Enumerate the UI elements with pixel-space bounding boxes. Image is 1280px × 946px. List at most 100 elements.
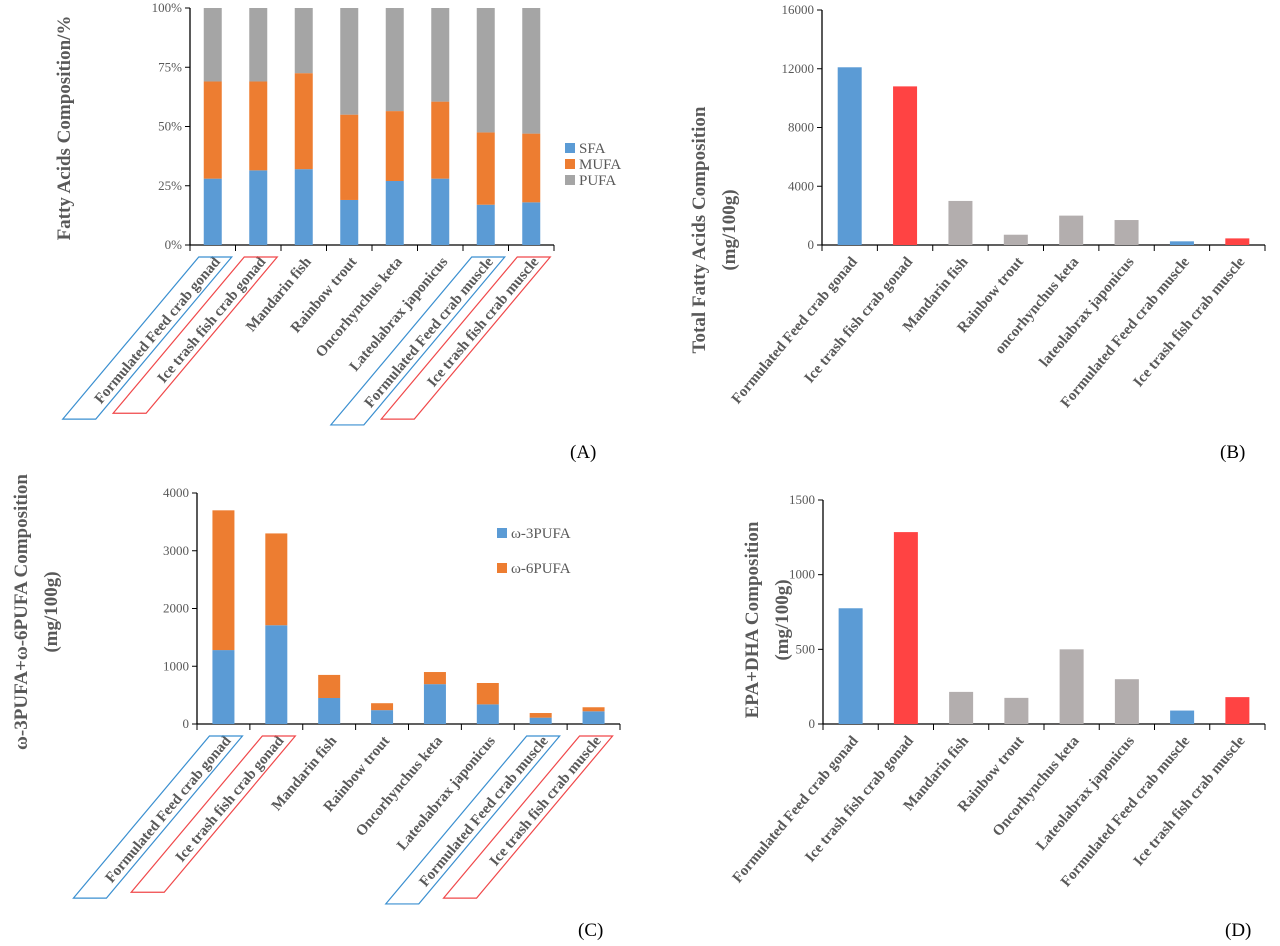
y-tick-label: 1500 xyxy=(789,492,815,507)
bar-sfa xyxy=(249,170,268,245)
bar-mufa xyxy=(431,101,450,179)
bar-value xyxy=(893,86,918,245)
y-tick-label: 0 xyxy=(808,237,815,252)
panel-label: (B) xyxy=(1220,442,1245,463)
bar--6pufa xyxy=(265,533,288,626)
y-tick-label: 12000 xyxy=(782,61,815,76)
panel-label: (A) xyxy=(570,442,596,463)
bar-value xyxy=(1170,710,1195,724)
bar-sfa xyxy=(294,169,313,245)
y-tick-label: 8000 xyxy=(788,120,814,135)
bar--3pufa xyxy=(423,684,446,724)
y-tick-label: 500 xyxy=(796,641,816,656)
bar--6pufa xyxy=(371,703,394,711)
y-tick-label: 2000 xyxy=(163,601,189,616)
bar--6pufa xyxy=(476,682,499,705)
legend-label: ω-3PUFA xyxy=(511,526,571,542)
bar-mufa xyxy=(385,111,404,182)
bar-value xyxy=(1225,238,1250,245)
panel-label: (D) xyxy=(1225,920,1251,941)
bar-pufa xyxy=(385,8,404,112)
y-tick-label: 3000 xyxy=(163,543,189,558)
bar-pufa xyxy=(249,8,268,82)
bar-mufa xyxy=(476,132,495,205)
bar-value xyxy=(1169,241,1194,245)
bar-pufa xyxy=(476,8,495,133)
y-tick-label: 75% xyxy=(158,59,182,74)
bar--3pufa xyxy=(318,698,341,724)
y-axis-title: Fatty Acids Composition/% xyxy=(54,16,75,241)
bar-sfa xyxy=(522,202,541,245)
y-tick-label: 0 xyxy=(183,716,190,731)
bar--3pufa xyxy=(212,650,235,724)
x-category-label: Lateolabrax japonicus xyxy=(1033,733,1138,854)
y-tick-label: 1000 xyxy=(163,658,189,673)
bar-sfa xyxy=(340,199,359,245)
highlight-label-box xyxy=(442,735,614,899)
legend-label: ω-6PUFA xyxy=(511,561,571,577)
bar-mufa xyxy=(249,81,268,171)
highlight-label-box xyxy=(379,256,552,420)
y-tick-label: 50% xyxy=(158,119,182,134)
x-category-label: Ice trash fish crab muscle xyxy=(1131,733,1249,869)
bar-value xyxy=(1059,215,1084,245)
highlight-label-box xyxy=(111,256,279,414)
x-category-label: Ice trash fish crab gonad xyxy=(802,254,917,387)
panel-label: (C) xyxy=(578,920,603,941)
legend-label: SFA xyxy=(579,141,606,157)
y-axis-title: (mg/100g) xyxy=(772,579,793,660)
bar-value xyxy=(948,200,973,245)
chart-panel-a: 0%25%50%75%100%Formulated Feed crab gona… xyxy=(54,0,621,463)
bar-mufa xyxy=(294,73,313,170)
y-tick-label: 4000 xyxy=(788,178,814,193)
bar-value xyxy=(949,691,974,724)
legend-label: PUFA xyxy=(579,173,616,189)
bar-value xyxy=(838,608,863,724)
bar--3pufa xyxy=(371,710,394,724)
bar-value xyxy=(1003,234,1028,245)
y-tick-label: 4000 xyxy=(163,485,189,500)
legend-swatch xyxy=(565,159,575,169)
bar--6pufa xyxy=(423,672,446,685)
bar-mufa xyxy=(203,81,222,179)
bar-pufa xyxy=(340,8,359,115)
legend-swatch xyxy=(565,143,575,153)
y-tick-label: 16000 xyxy=(782,2,815,17)
highlight-label-box xyxy=(384,735,561,905)
bar--3pufa xyxy=(265,625,288,724)
bar-value xyxy=(1004,697,1029,724)
bar-value xyxy=(1114,220,1139,245)
bar-mufa xyxy=(522,133,541,203)
x-category-label: Lateolabrax japonicus xyxy=(394,733,499,854)
bar-value xyxy=(1225,697,1250,724)
y-axis-title: (mg/100g) xyxy=(41,571,62,652)
y-tick-label: 0% xyxy=(165,237,183,252)
y-tick-label: 0 xyxy=(809,716,816,731)
bar--3pufa xyxy=(582,711,605,724)
bar--6pufa xyxy=(212,510,235,651)
bar-value xyxy=(1059,649,1084,724)
bar-pufa xyxy=(294,8,313,74)
highlight-label-box xyxy=(61,256,234,420)
x-category-label: Ice trash fish crab gonad xyxy=(802,733,917,866)
bar--6pufa xyxy=(529,713,552,718)
bar-pufa xyxy=(522,8,541,134)
bar-sfa xyxy=(431,178,450,245)
bar-sfa xyxy=(476,204,495,245)
y-axis-title: ω-3PUFA+ω-6PUFA Composition xyxy=(11,474,32,750)
bar-sfa xyxy=(203,178,222,245)
legend-label: MUFA xyxy=(579,157,621,173)
legend-swatch xyxy=(497,528,507,538)
x-category-label: Oncorhynchus keta xyxy=(313,254,406,361)
y-axis-title: EPA+DHA Composition xyxy=(742,521,763,718)
bar--6pufa xyxy=(582,707,605,712)
x-category-label: lateolabrax japonicus xyxy=(1037,254,1138,370)
y-axis-title: Total Fatty Acids Composition xyxy=(689,106,710,353)
bar--6pufa xyxy=(318,674,341,699)
bar-value xyxy=(1114,679,1139,724)
x-category-label: Ice trash fish crab muscle xyxy=(1131,254,1249,390)
